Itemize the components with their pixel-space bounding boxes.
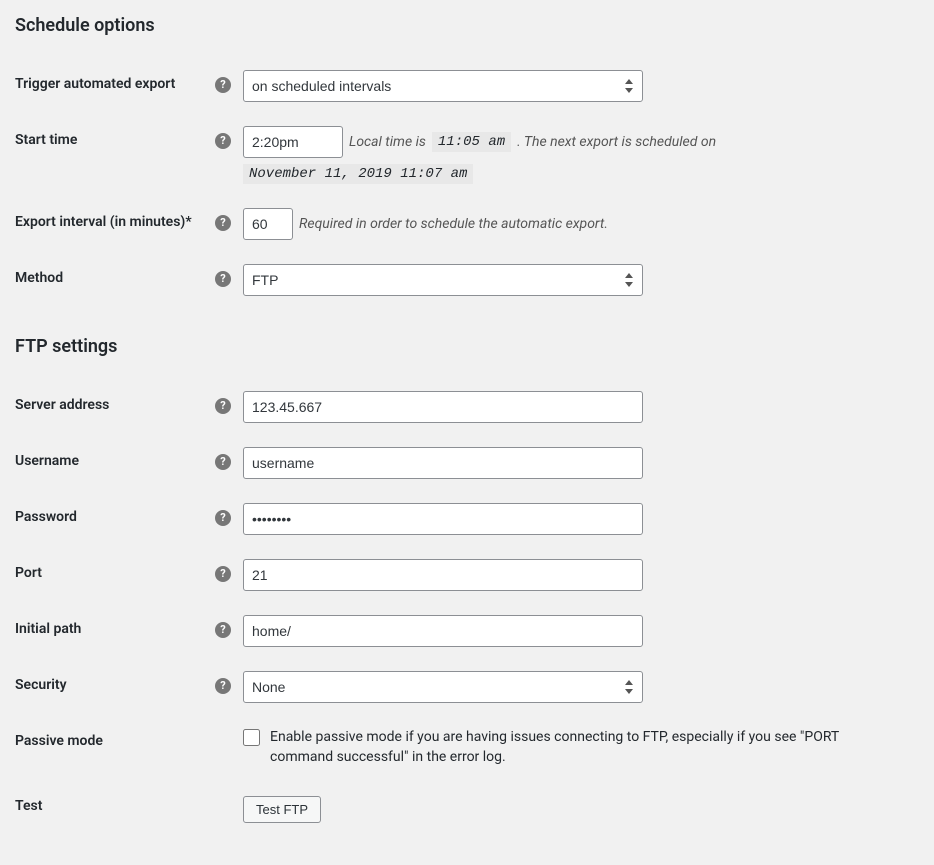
username-input[interactable]	[243, 447, 643, 479]
local-time-prefix: Local time is	[349, 134, 426, 150]
ftp-settings-table: Server address ? Username ? Password ? P…	[15, 379, 919, 835]
passive-description: Enable passive mode if you are having is…	[270, 727, 903, 768]
test-ftp-button[interactable]: Test FTP	[243, 796, 321, 823]
help-icon[interactable]: ?	[215, 271, 231, 287]
schedule-options-heading: Schedule options	[15, 15, 919, 36]
help-icon[interactable]: ?	[215, 566, 231, 582]
interval-label: Export interval (in minutes)*	[15, 196, 215, 252]
local-time-value: 11:05 am	[432, 132, 511, 152]
settings-form: Schedule options Trigger automated expor…	[0, 0, 934, 865]
test-label: Test	[15, 780, 215, 835]
security-select[interactable]: None	[243, 671, 643, 703]
interval-hint: Required in order to schedule the automa…	[299, 216, 608, 232]
start-time-input[interactable]	[243, 126, 343, 158]
help-icon[interactable]: ?	[215, 398, 231, 414]
help-icon[interactable]: ?	[215, 622, 231, 638]
next-export-value: November 11, 2019 11:07 am	[243, 164, 473, 184]
help-icon[interactable]: ?	[215, 77, 231, 93]
username-label: Username	[15, 435, 215, 491]
initial-path-label: Initial path	[15, 603, 215, 659]
trigger-select[interactable]: on scheduled intervals	[243, 70, 643, 102]
help-icon[interactable]: ?	[215, 215, 231, 231]
next-export-prefix: . The next export is scheduled on	[517, 134, 716, 150]
security-label: Security	[15, 659, 215, 715]
passive-mode-checkbox[interactable]	[243, 729, 260, 746]
port-label: Port	[15, 547, 215, 603]
help-icon[interactable]: ?	[215, 510, 231, 526]
ftp-settings-heading: FTP settings	[15, 336, 919, 357]
interval-input[interactable]	[243, 208, 293, 240]
help-icon[interactable]: ?	[215, 133, 231, 149]
password-label: Password	[15, 491, 215, 547]
port-input[interactable]	[243, 559, 643, 591]
trigger-label: Trigger automated export	[15, 58, 215, 114]
help-icon[interactable]: ?	[215, 678, 231, 694]
server-address-input[interactable]	[243, 391, 643, 423]
password-input[interactable]	[243, 503, 643, 535]
schedule-options-table: Trigger automated export ? on scheduled …	[15, 58, 919, 308]
passive-label: Passive mode	[15, 715, 215, 780]
method-label: Method	[15, 252, 215, 308]
server-label: Server address	[15, 379, 215, 435]
initial-path-input[interactable]	[243, 615, 643, 647]
help-icon[interactable]: ?	[215, 454, 231, 470]
method-select[interactable]: FTP	[243, 264, 643, 296]
start-time-label: Start time	[15, 114, 215, 196]
